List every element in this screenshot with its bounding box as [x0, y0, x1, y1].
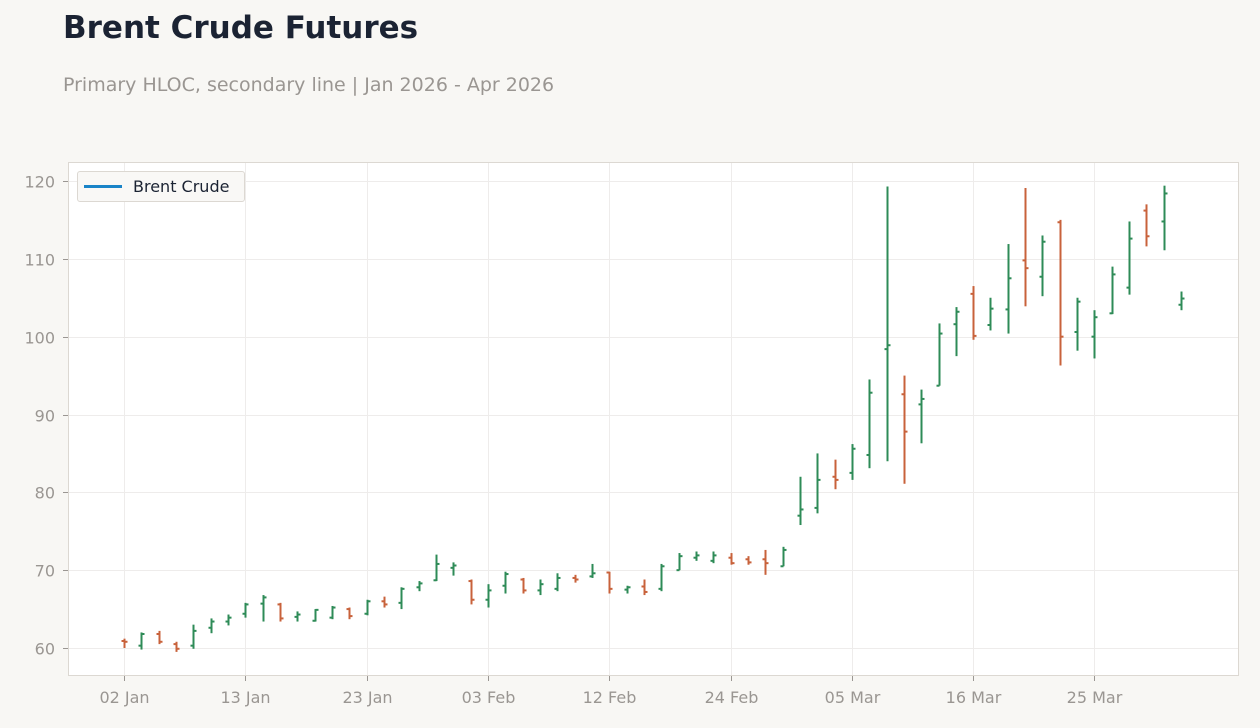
plot-area	[68, 162, 1239, 676]
ohlc-bar	[346, 607, 353, 620]
ohlc-bar	[710, 551, 717, 564]
ohlc-bars	[121, 185, 1185, 652]
ohlc-bar	[121, 638, 128, 648]
ohlc-bar	[1074, 297, 1081, 351]
y-axis: 60 70 80 90 100 110 120	[24, 173, 68, 659]
ohlc-bar	[762, 549, 769, 575]
ohlc-bar	[1039, 235, 1046, 297]
y-tick-label: 70	[35, 562, 55, 581]
ohlc-bar	[381, 596, 388, 608]
ohlc-bar	[294, 611, 301, 622]
ohlc-bar	[450, 562, 457, 576]
ohlc-bar	[1022, 188, 1029, 307]
ohlc-bar	[849, 444, 856, 480]
ohlc-bar	[468, 579, 475, 605]
ohlc-bar	[606, 571, 613, 594]
ohlc-bar	[780, 546, 787, 568]
ohlc-bar	[814, 453, 821, 514]
ohlc-bar	[364, 599, 371, 616]
legend-label: Brent Crude	[133, 177, 230, 196]
ohlc-bar	[416, 581, 423, 592]
x-tick-label: 03 Feb	[462, 688, 516, 707]
ohlc-bar	[1126, 221, 1133, 295]
x-axis: 02 Jan 13 Jan 23 Jan 03 Feb 12 Feb 24 Feb 05 M…	[99, 676, 1123, 707]
ohlc-bar	[398, 587, 405, 610]
ohlc-bar	[138, 632, 145, 650]
legend-line-swatch	[84, 185, 122, 188]
ohlc-bar	[797, 476, 804, 526]
ohlc-bar	[676, 553, 683, 572]
ohlc-bar	[1161, 185, 1168, 251]
y-tick-label: 100	[24, 329, 55, 348]
ohlc-bar	[190, 624, 197, 649]
ohlc-bar	[1143, 204, 1150, 247]
ohlc-bar	[693, 551, 700, 561]
x-tick-label: 16 Mar	[946, 688, 1002, 707]
ohlc-bar	[589, 563, 596, 578]
ohlc-bar	[641, 579, 648, 596]
ohlc-bar	[658, 563, 665, 592]
ohlc-bar	[554, 573, 561, 592]
ohlc-bar	[433, 554, 440, 582]
x-tick-label: 23 Jan	[342, 688, 392, 707]
y-tick-label: 110	[24, 251, 55, 270]
y-tick-label: 90	[35, 407, 55, 426]
x-tick-label: 25 Mar	[1067, 688, 1123, 707]
ohlc-bar	[173, 641, 180, 652]
legend: Brent Crude	[77, 171, 245, 202]
chart-title: Brent Crude Futures	[63, 10, 419, 46]
ohlc-bar	[537, 579, 544, 596]
ohlc-bar	[277, 602, 284, 622]
ohlc-bar	[572, 574, 579, 583]
gridlines	[69, 163, 1238, 675]
ohlc-bar	[1178, 291, 1185, 311]
chart-subtitle: Primary HLOC, secondary line | Jan 2026 …	[63, 74, 555, 96]
ohlc-bar	[745, 556, 752, 565]
ohlc-bar	[260, 595, 267, 622]
ohlc-bar	[520, 577, 527, 594]
x-tick-label: 02 Jan	[99, 688, 149, 707]
ohlc-bar	[987, 297, 994, 331]
y-tick-label: 80	[35, 484, 55, 503]
ohlc-bar	[884, 186, 891, 462]
ohlc-bar	[485, 584, 492, 608]
ohlc-bar	[728, 553, 735, 565]
ohlc-bar	[242, 602, 249, 618]
ohlc-bar	[1057, 219, 1064, 366]
ohlc-bar	[1005, 244, 1012, 334]
x-tick-label: 24 Feb	[705, 688, 759, 707]
ohlc-bar	[918, 389, 925, 444]
ohlc-bar	[225, 614, 232, 626]
ohlc-bar	[502, 571, 509, 594]
ohlc-bar	[936, 323, 943, 387]
ohlc-bar	[832, 459, 839, 490]
ohlc-bar	[208, 618, 215, 634]
x-tick-label: 13 Jan	[220, 688, 270, 707]
ohlc-bar	[1109, 266, 1116, 315]
ohlc-bar	[970, 286, 977, 340]
ohlc-bar	[624, 585, 631, 594]
ohlc-bar	[953, 307, 960, 357]
ohlc-bar	[901, 375, 908, 484]
ohlc-bar	[1091, 310, 1098, 359]
ohlc-bar	[156, 630, 163, 645]
ohlc-bar	[312, 608, 319, 622]
y-tick-label: 60	[35, 640, 55, 659]
x-tick-label: 12 Feb	[583, 688, 637, 707]
x-tick-label: 05 Mar	[825, 688, 881, 707]
y-tick-label: 120	[24, 173, 55, 192]
ohlc-bar	[866, 379, 873, 469]
ohlc-bar	[329, 605, 336, 620]
